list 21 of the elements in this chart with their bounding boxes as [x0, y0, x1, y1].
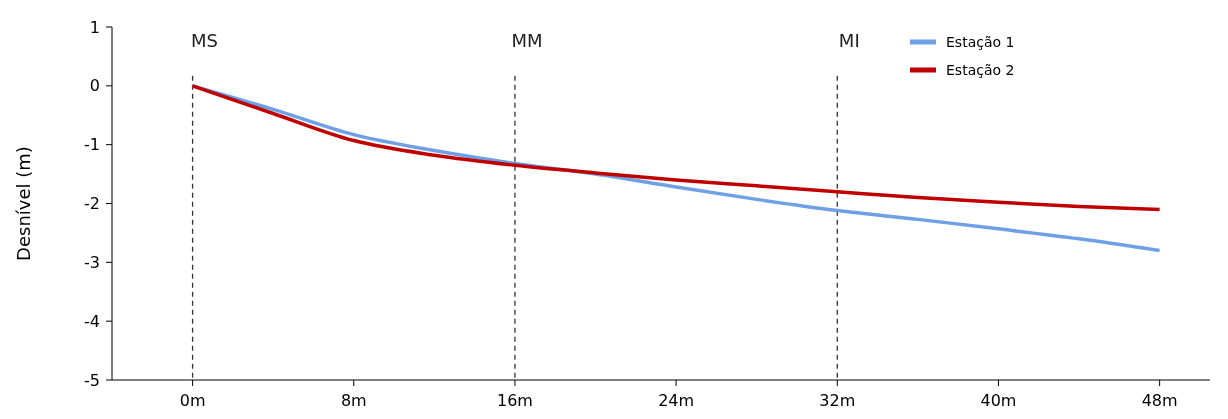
y-axis-title: Desnível (m) — [13, 146, 34, 261]
legend-label: Estação 2 — [946, 61, 1015, 78]
ref-line-label: MI — [838, 30, 860, 51]
x-tick-label: 24m — [658, 391, 695, 410]
x-tick-label: 0m — [179, 391, 206, 410]
y-tick-label: 1 — [89, 17, 100, 37]
y-tick-label: -1 — [84, 135, 100, 155]
ref-line-label: MM — [511, 30, 543, 51]
x-tick-label: 8m — [340, 391, 367, 410]
ref-line-label: MS — [191, 30, 219, 51]
y-tick-label: 0 — [89, 76, 100, 96]
y-tick-label: -3 — [84, 252, 100, 272]
y-tick-label: -2 — [84, 194, 100, 214]
x-tick-label: 16m — [496, 391, 533, 410]
y-tick-label: -4 — [84, 311, 100, 331]
x-tick-label: 32m — [819, 391, 856, 410]
y-tick-label: -5 — [84, 370, 100, 390]
line-series — [190, 84, 1162, 212]
legend-label: Estação 1 — [946, 33, 1015, 50]
x-tick-label: 48m — [1141, 391, 1178, 410]
x-tick-label: 40m — [980, 391, 1017, 410]
